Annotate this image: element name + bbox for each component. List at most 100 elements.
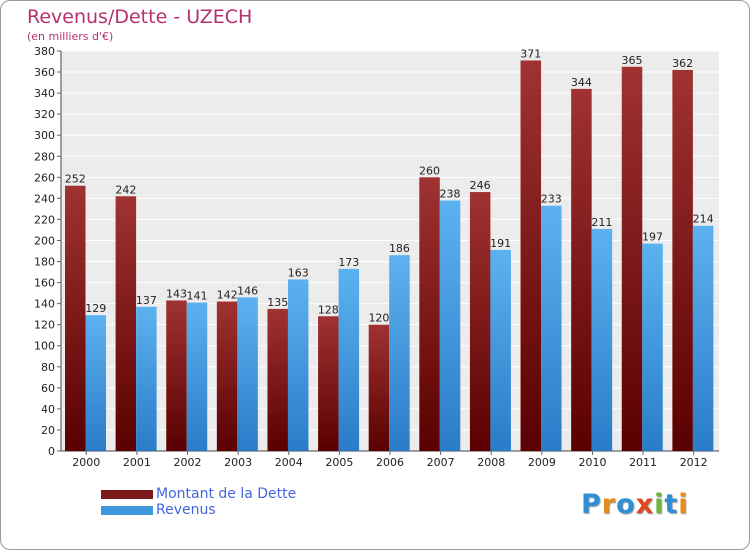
x-tick-label: 2008: [477, 456, 505, 469]
data-label-dette: 143: [166, 287, 187, 300]
y-tick-label: 340: [34, 87, 55, 100]
x-tick-label: 2006: [376, 456, 404, 469]
bar-dette: [621, 66, 643, 451]
chart-title: Revenus/Dette - UZECH: [27, 6, 253, 28]
data-label-dette: 371: [520, 47, 541, 60]
bar-dette: [166, 300, 187, 451]
x-tick-label: 2004: [275, 456, 303, 469]
data-label-revenus: 141: [186, 290, 207, 303]
data-label-dette: 142: [217, 289, 238, 302]
data-label-revenus: 163: [288, 266, 309, 279]
proxiti-logo: Proxiti: [581, 489, 689, 520]
data-label-dette: 135: [267, 296, 288, 309]
x-tick-label: 2000: [72, 456, 100, 469]
bar-dette: [267, 308, 288, 451]
y-tick-label: 180: [34, 256, 55, 269]
y-tick-label: 140: [34, 298, 55, 311]
logo-letter: r: [601, 489, 617, 520]
y-tick-label: 200: [34, 234, 55, 247]
data-label-revenus: 238: [440, 187, 461, 200]
bar-dette: [571, 88, 592, 451]
bar-revenus: [338, 268, 360, 451]
x-tick-label: 2002: [174, 456, 202, 469]
y-tick-label: 300: [34, 129, 55, 142]
x-tick-label: 2007: [427, 456, 455, 469]
logo-letter: t: [664, 489, 679, 520]
data-label-revenus: 233: [541, 193, 562, 206]
data-label-revenus: 197: [642, 231, 663, 244]
x-tick-label: 2011: [629, 456, 657, 469]
bar-revenus: [541, 205, 562, 451]
bar-revenus: [287, 279, 309, 451]
x-tick-label: 2005: [325, 456, 353, 469]
legend-label-revenus: Revenus: [156, 502, 216, 518]
logo-letter: o: [616, 489, 636, 520]
x-tick-label: 2003: [224, 456, 252, 469]
bar-dette: [318, 316, 339, 451]
bar-revenus: [439, 200, 461, 451]
data-label-dette: 260: [419, 164, 440, 177]
bar-revenus: [186, 302, 208, 451]
bar-revenus: [692, 225, 714, 451]
logo-letter: P: [581, 489, 602, 520]
y-tick-label: 240: [34, 192, 55, 205]
data-label-dette: 344: [571, 76, 592, 89]
x-tick-label: 2012: [680, 456, 708, 469]
bar-dette: [520, 60, 542, 451]
legend-label-dette: Montant de la Dette: [156, 486, 297, 502]
data-label-revenus: 191: [490, 237, 511, 250]
y-tick-label: 260: [34, 171, 55, 184]
data-label-dette: 252: [65, 173, 86, 186]
bar-dette: [65, 185, 86, 451]
y-tick-label: 360: [34, 66, 55, 79]
logo-letter: x: [635, 489, 655, 520]
data-label-dette: 242: [115, 183, 136, 196]
y-tick-label: 120: [34, 319, 55, 332]
data-label-dette: 365: [622, 54, 643, 67]
bar-revenus: [85, 315, 106, 451]
data-label-dette: 362: [672, 57, 693, 70]
chart-subtitle: (en milliers d'€): [27, 30, 114, 43]
data-label-dette: 128: [318, 303, 339, 316]
logo-letter: i: [678, 489, 689, 520]
bar-revenus: [642, 243, 663, 451]
y-tick-label: 220: [34, 213, 55, 226]
bar-dette: [469, 192, 491, 452]
y-tick-label: 0: [48, 445, 55, 458]
y-tick-label: 80: [41, 361, 55, 374]
data-label-revenus: 137: [136, 294, 157, 307]
data-label-revenus: 211: [591, 216, 612, 229]
y-tick-label: 320: [34, 108, 55, 121]
y-tick-label: 60: [41, 382, 55, 395]
data-label-revenus: 214: [693, 213, 714, 226]
bar-dette: [419, 177, 440, 451]
data-label-dette: 246: [470, 179, 491, 192]
y-tick-label: 100: [34, 340, 55, 353]
x-tick-label: 2010: [578, 456, 606, 469]
bar-revenus: [237, 297, 258, 451]
bar-revenus: [389, 255, 410, 451]
bar-revenus: [136, 306, 157, 451]
bar-revenus: [591, 228, 613, 451]
x-tick-label: 2009: [528, 456, 556, 469]
y-tick-label: 380: [34, 45, 55, 58]
legend-swatch-revenus: [101, 506, 153, 515]
data-label-revenus: 186: [389, 242, 410, 255]
legend-swatch-dette: [101, 490, 153, 499]
y-tick-label: 160: [34, 277, 55, 290]
x-tick-label: 2001: [123, 456, 151, 469]
data-label-revenus: 173: [338, 256, 359, 269]
y-tick-label: 20: [41, 424, 55, 437]
bar-dette: [115, 196, 137, 451]
y-tick-label: 40: [41, 403, 55, 416]
logo-letter: i: [654, 489, 665, 520]
bar-dette: [216, 301, 238, 451]
bar-dette: [368, 324, 390, 451]
data-label-dette: 120: [368, 312, 389, 325]
data-label-revenus: 146: [237, 284, 258, 297]
bar-revenus: [490, 249, 511, 451]
y-tick-label: 280: [34, 150, 55, 163]
bar-dette: [672, 69, 693, 452]
